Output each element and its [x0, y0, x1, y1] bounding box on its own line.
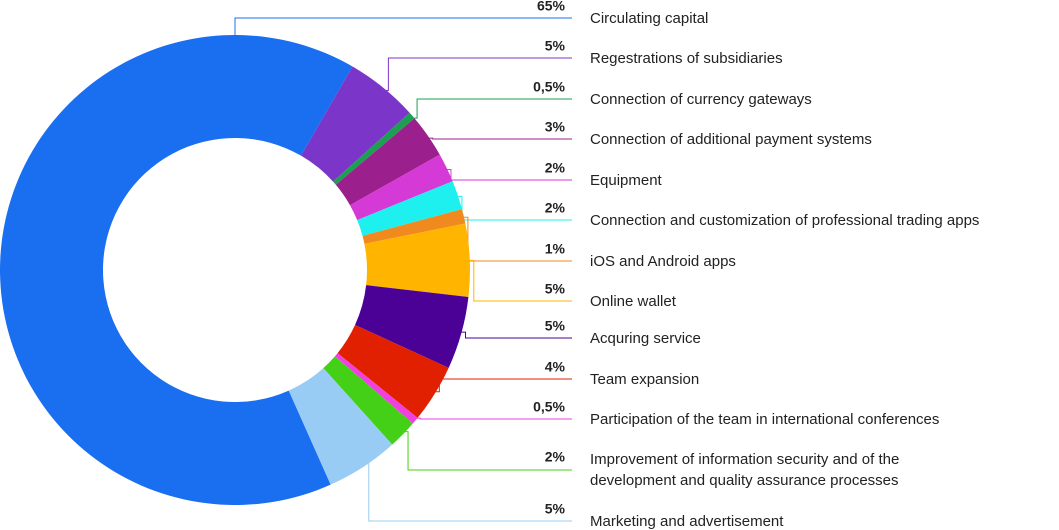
donut-slice — [334, 353, 418, 424]
category-label: Participation of the team in internation… — [590, 411, 940, 428]
category-label: Regestrations of subsidiaries — [590, 50, 783, 67]
donut-slice — [335, 118, 440, 206]
donut-slice — [301, 66, 410, 182]
donut-slice — [350, 154, 453, 221]
value-label: 65% — [537, 0, 566, 14]
value-label: 5% — [545, 501, 566, 517]
value-label: 3% — [545, 119, 566, 135]
value-label: 5% — [545, 318, 566, 334]
category-label: Team expansion — [590, 371, 700, 388]
value-label: 0,5% — [533, 79, 565, 95]
leader-line — [409, 98, 572, 119]
value-label: 5% — [545, 38, 566, 54]
donut-slice — [362, 209, 466, 244]
category-label: Marketing and advertisement — [590, 513, 784, 530]
value-label: 1% — [545, 241, 566, 257]
category-label: Improvement of information security and … — [590, 451, 900, 489]
donut-slice — [337, 324, 449, 418]
category-label: Equipment — [590, 172, 662, 189]
category-label: Online wallet — [590, 293, 676, 310]
donut-slice — [357, 181, 462, 236]
category-label: Connection of currency gateways — [590, 91, 812, 108]
leader-line — [400, 431, 572, 471]
category-label: Connection and customization of professi… — [590, 212, 980, 229]
leader-line — [442, 168, 572, 181]
category-label: Circulating capital — [590, 10, 709, 27]
leader-line — [457, 331, 572, 339]
value-label: 5% — [545, 281, 566, 297]
value-label: 2% — [545, 200, 566, 216]
leader-line — [234, 17, 572, 35]
leader-line — [360, 463, 572, 522]
leader-line — [453, 195, 572, 221]
value-label: 4% — [545, 359, 566, 375]
donut-slice — [364, 223, 470, 298]
donut-slice — [288, 368, 393, 485]
category-label: Acquring service — [590, 330, 701, 347]
leader-line — [380, 57, 572, 91]
value-label: 2% — [545, 449, 566, 465]
category-label: iOS and Android apps — [590, 253, 736, 270]
leader-line — [465, 259, 572, 302]
leader-line — [412, 417, 572, 420]
donut-slice — [355, 285, 469, 368]
value-label: 2% — [545, 160, 566, 176]
donut-slice — [323, 356, 413, 445]
donut-slice — [0, 35, 353, 505]
value-label: 0,5% — [533, 399, 565, 415]
donut-slice — [333, 112, 415, 185]
category-label: Connection of additional payment systems — [590, 131, 872, 148]
leader-line — [431, 378, 572, 393]
leader-line — [424, 137, 572, 140]
